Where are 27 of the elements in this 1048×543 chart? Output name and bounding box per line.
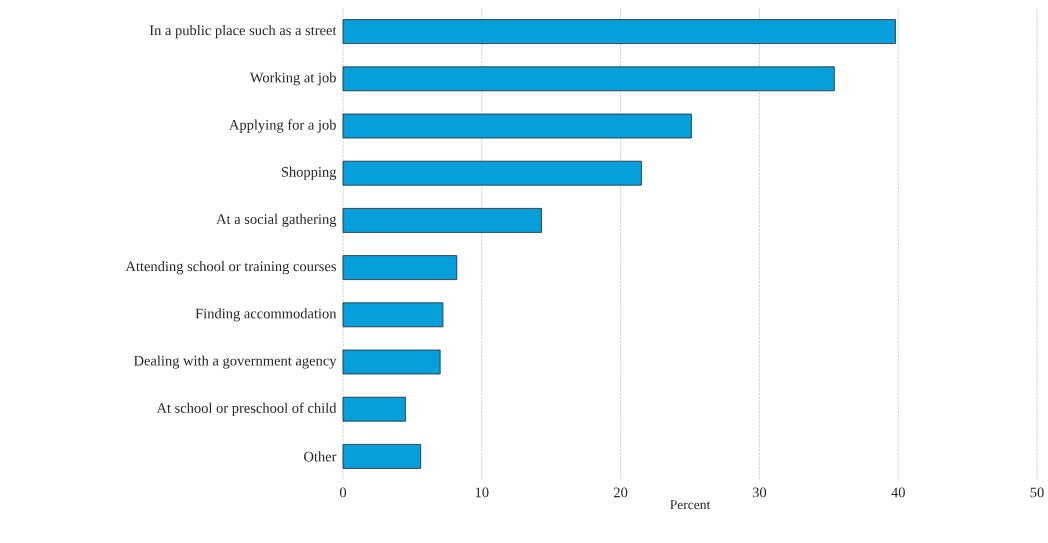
x-tick-label: 20 [614,487,628,498]
bar [342,349,441,375]
bar [342,444,422,469]
x-tick-label: 0 [339,487,347,498]
y-tick-label: Other [304,451,337,462]
bar [342,396,406,422]
y-tick-label: At a social gathering [216,213,337,227]
bar [342,66,835,92]
y-tick-label: Attending school or training courses [125,261,336,275]
y-tick-label: In a public place such as a street [149,25,337,39]
x-axis-title: Percent [670,500,711,510]
x-tick-label: 50 [1030,487,1044,498]
bar [342,302,444,328]
y-tick-label: Dealing with a government agency [133,355,337,369]
bar [342,19,896,44]
y-tick-label: Finding accommodation [195,308,337,322]
x-tick-label: 40 [891,487,905,498]
x-tick-label: 10 [475,487,489,498]
x-tick-label: 30 [752,487,767,498]
y-tick-label: Shopping [281,166,337,180]
y-tick-label: At school or preschool of child [156,402,337,416]
bar [342,160,642,186]
bar [342,208,542,233]
y-tick-label: Applying for a job [229,119,336,133]
bar [342,255,458,280]
bar [342,113,692,139]
y-tick-label: Working at job [249,72,336,86]
